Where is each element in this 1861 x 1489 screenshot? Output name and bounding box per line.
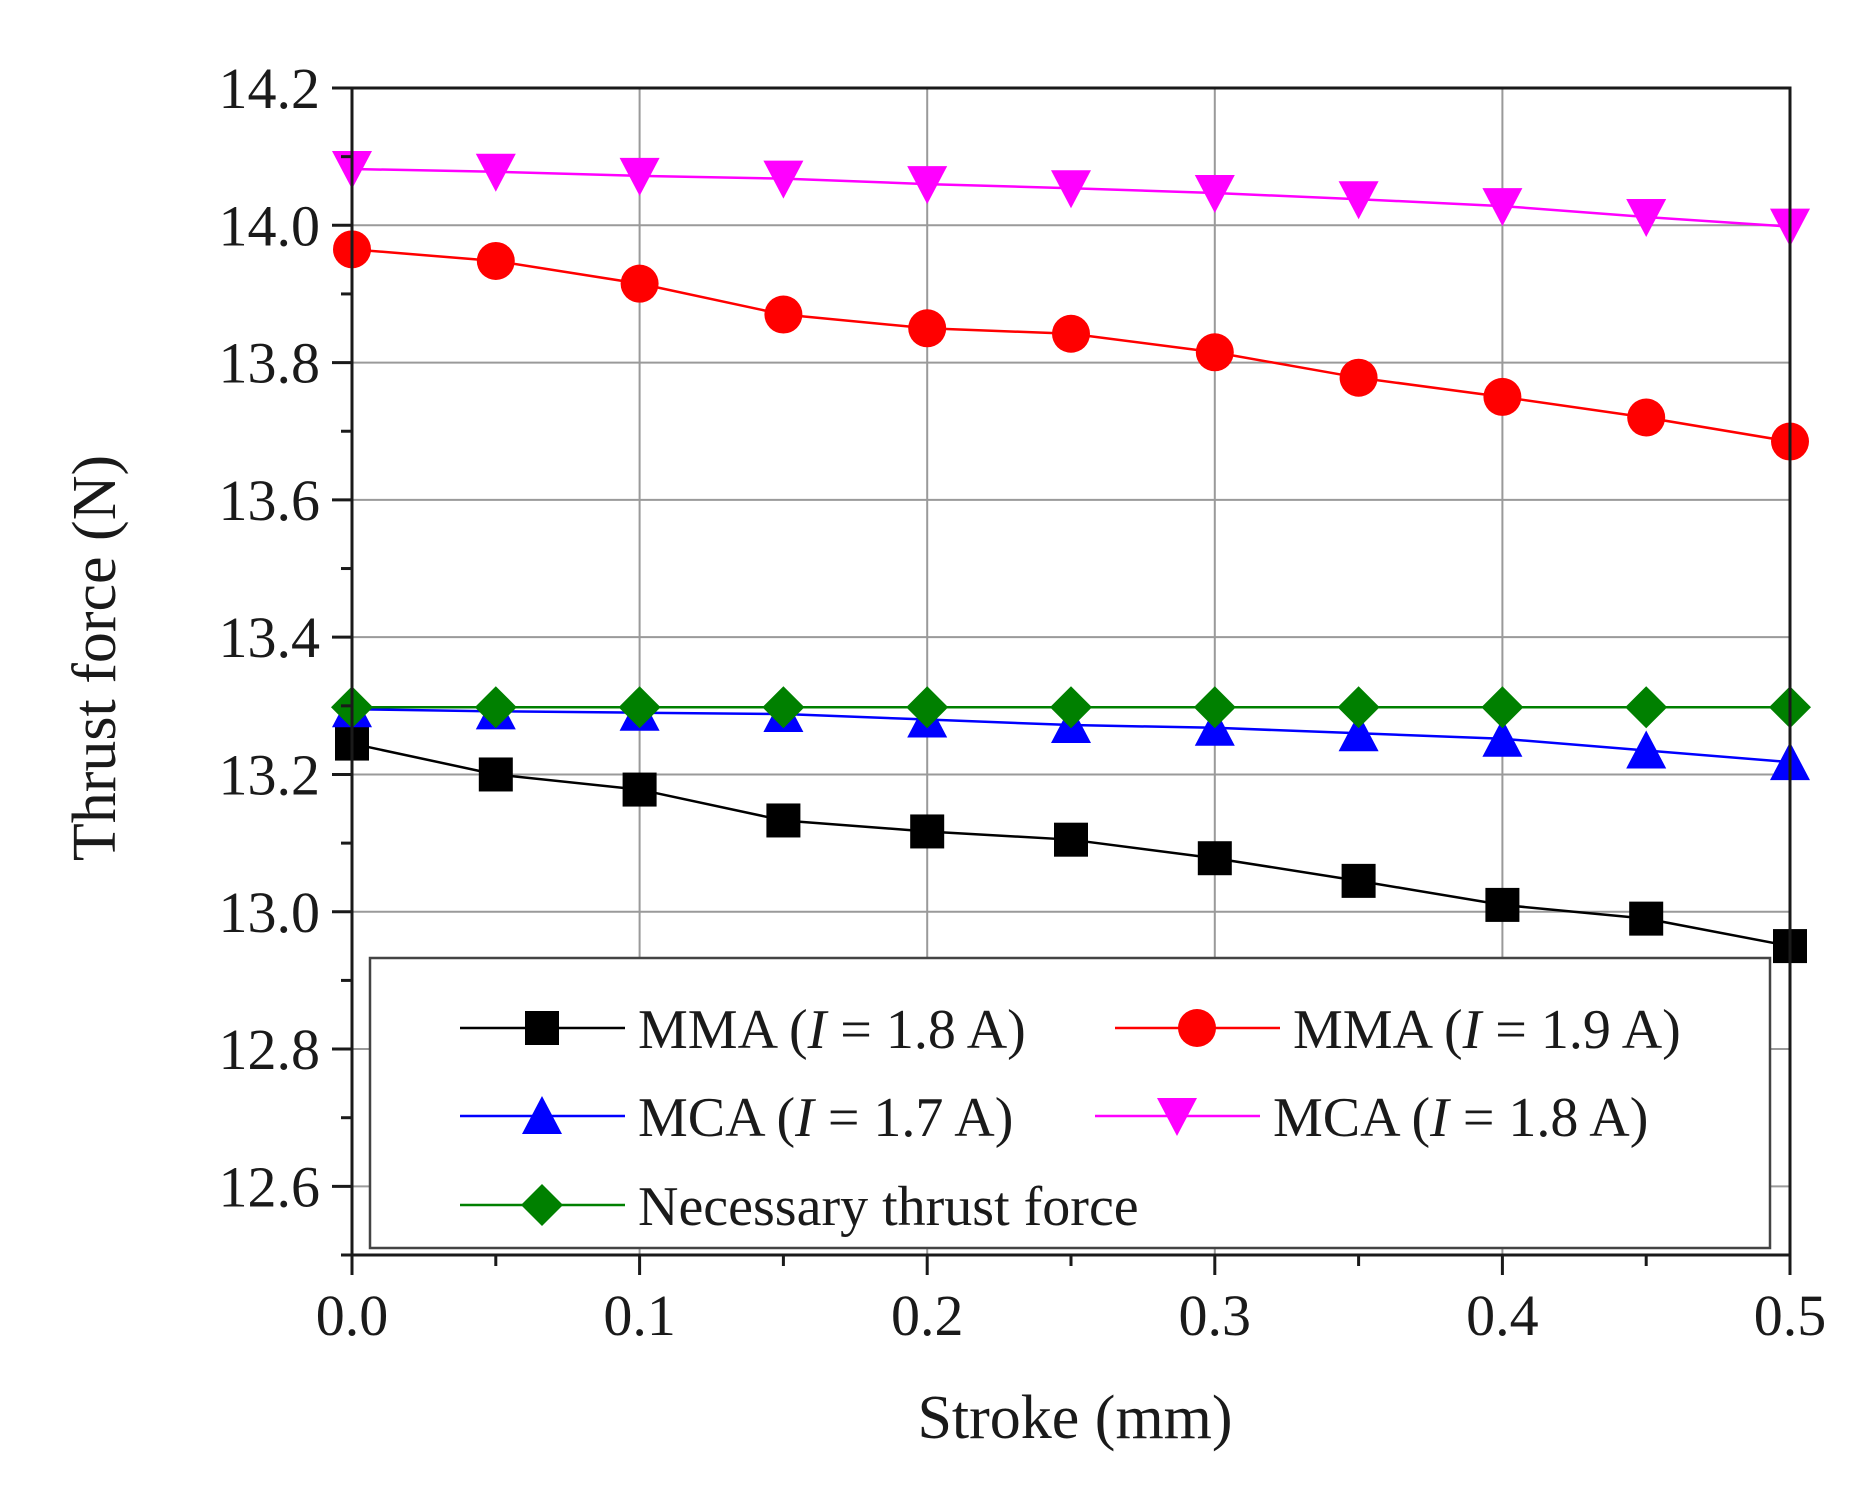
data-point <box>619 157 660 196</box>
legend-label: MCA (I = 1.8 A) <box>1273 1087 1648 1149</box>
data-point <box>1193 686 1236 729</box>
data-point <box>1627 398 1666 437</box>
data-point <box>1483 377 1522 416</box>
x-tick-label: 0.1 <box>603 1283 676 1348</box>
data-point <box>1629 901 1664 936</box>
legend-marker <box>1178 1009 1216 1047</box>
y-tick-label: 14.0 <box>219 193 321 258</box>
legend-label: MMA (I = 1.8 A) <box>638 999 1026 1061</box>
data-point <box>476 241 515 280</box>
legend-marker <box>1157 1098 1197 1136</box>
y-tick-label: 13.8 <box>219 331 321 396</box>
legend-label: MCA (I = 1.7 A) <box>638 1087 1013 1149</box>
legend-label-suffix: = 1.8 A) <box>826 999 1026 1061</box>
data-point <box>1197 841 1232 876</box>
data-point <box>764 295 803 334</box>
x-axis-title: Stroke (mm) <box>917 1384 1232 1452</box>
legend-marker <box>525 1011 559 1045</box>
data-point <box>762 686 805 729</box>
data-point <box>1054 822 1088 857</box>
data-point <box>1485 887 1520 922</box>
data-point <box>1052 314 1090 353</box>
legend-label-prefix: MMA ( <box>1293 999 1463 1061</box>
data-point <box>1338 181 1379 220</box>
legend-label: Necessary thrust force <box>638 1176 1139 1238</box>
data-point <box>620 264 659 303</box>
x-tick-label: 0.5 <box>1754 1283 1827 1348</box>
data-point <box>1626 199 1667 238</box>
legend-item: Necessary thrust force <box>460 1176 1139 1238</box>
data-point <box>1051 170 1091 209</box>
data-point <box>1482 188 1523 227</box>
series-2 <box>333 230 1809 461</box>
data-point <box>1338 713 1379 752</box>
legend: MMA (I = 1.8 A) MMA (I = 1.9 A)MCA (I = 1… <box>368 956 1772 1250</box>
data-point <box>475 153 516 192</box>
data-point <box>1341 863 1376 898</box>
y-tick-label: 12.6 <box>219 1154 321 1219</box>
legend-item: MMA (I = 1.8 A) <box>460 999 1026 1061</box>
y-tick-label: 13.6 <box>219 468 321 533</box>
data-point <box>1339 358 1378 397</box>
legend-label-suffix: = 1.8 A) <box>1449 1087 1649 1149</box>
data-point <box>1050 686 1092 729</box>
series-1 <box>335 726 1807 964</box>
legend-marker <box>521 1184 563 1226</box>
x-tick-label: 0.2 <box>891 1283 964 1348</box>
data-point <box>478 757 513 792</box>
legend-item: MCA (I = 1.8 A) <box>1095 1087 1648 1149</box>
legend-label: MMA (I = 1.9 A) <box>1293 999 1681 1061</box>
data-point <box>1626 730 1667 769</box>
data-point <box>906 686 949 729</box>
legend-label-suffix: = 1.9 A) <box>1481 999 1681 1061</box>
series-5 <box>331 686 1811 729</box>
x-tick-label: 0.0 <box>316 1283 389 1348</box>
data-point <box>1482 718 1523 757</box>
legend-label-prefix: MMA ( <box>638 999 808 1061</box>
y-tick-label: 12.8 <box>219 1017 321 1082</box>
legend-marker <box>522 1096 562 1134</box>
x-tick-label: 0.4 <box>1466 1283 1539 1348</box>
data-point <box>907 166 948 205</box>
legend-label-prefix: MCA ( <box>638 1087 795 1149</box>
legend-item: MMA (I = 1.9 A) <box>1115 999 1681 1061</box>
legend-label-variable: I <box>794 1087 816 1149</box>
x-tick-label: 0.3 <box>1179 1283 1252 1348</box>
y-axis-title: Thrust force (N) <box>61 455 129 861</box>
data-point <box>763 160 804 199</box>
y-tick-label: 13.2 <box>219 742 321 807</box>
axes: 0.0 0.1 0.2 0.3 0.4 0.5 12.6 12.8 13.0 13.2 13.4 13… <box>219 56 1827 1348</box>
y-tick-label: 14.2 <box>219 56 321 121</box>
legend-box <box>368 956 1772 1250</box>
legend-label-variable: I <box>807 999 829 1061</box>
data-point <box>910 814 945 849</box>
legend-label-prefix: MCA ( <box>1273 1087 1430 1149</box>
legend-item: MCA (I = 1.7 A) <box>460 1087 1013 1149</box>
legend-label-variable: I <box>1462 999 1484 1061</box>
series-layer <box>331 151 1811 964</box>
data-point <box>1625 686 1668 729</box>
data-point <box>766 803 801 838</box>
y-tick-label: 13.0 <box>219 880 321 945</box>
data-point <box>1194 175 1235 214</box>
series-4 <box>332 151 1810 247</box>
data-point <box>474 686 517 729</box>
legend-label-variable: I <box>1429 1087 1451 1149</box>
data-point <box>618 686 661 729</box>
data-point <box>1195 333 1234 372</box>
legend-label-prefix: Necessary thrust force <box>638 1176 1139 1238</box>
data-point <box>1337 686 1380 729</box>
data-point <box>622 772 657 807</box>
data-point <box>908 309 947 348</box>
legend-label-suffix: = 1.7 A) <box>814 1087 1014 1149</box>
y-tick-label: 13.4 <box>219 605 321 670</box>
data-point <box>1481 686 1524 729</box>
